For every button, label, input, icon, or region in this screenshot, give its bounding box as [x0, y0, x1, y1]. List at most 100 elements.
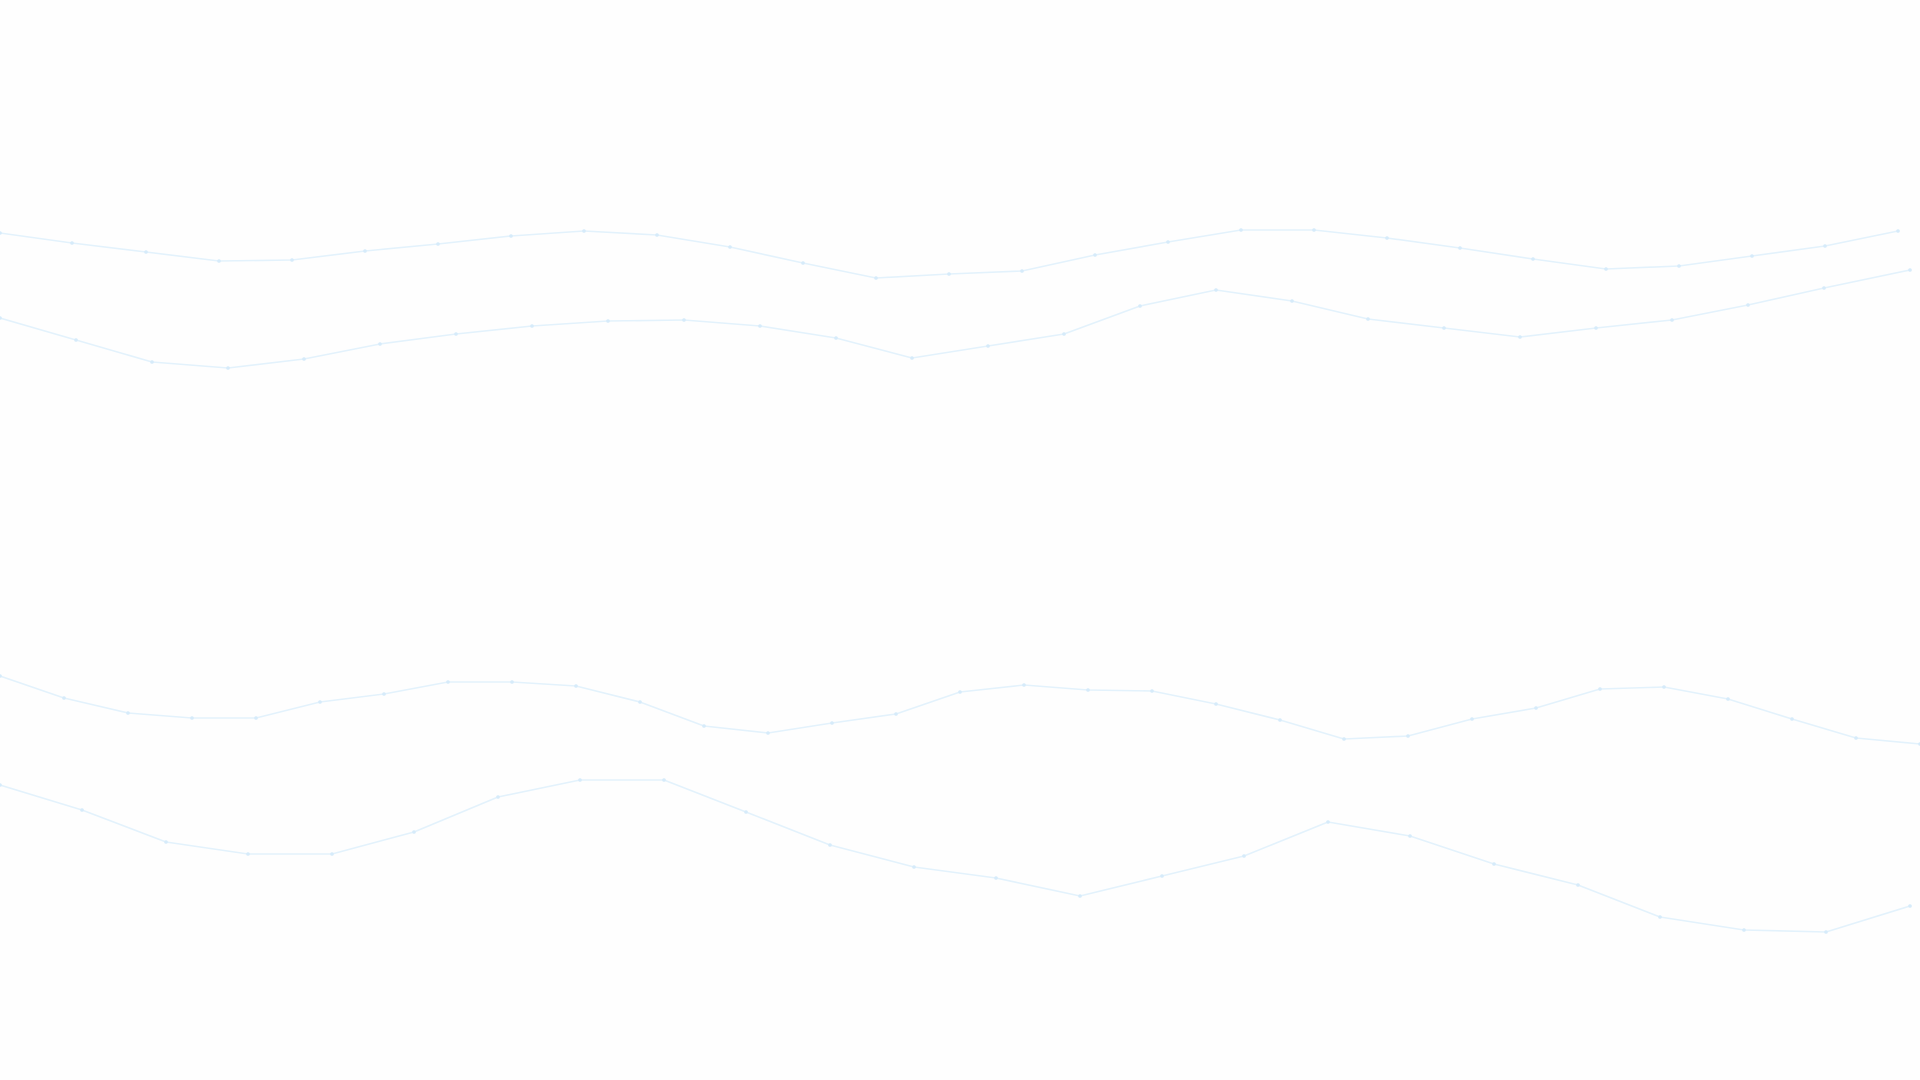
wave-node — [74, 338, 78, 342]
wave-node — [947, 272, 951, 276]
wave-node — [144, 250, 148, 254]
wave-node — [378, 342, 382, 346]
wave-node — [1022, 683, 1026, 687]
wave-node — [446, 680, 450, 684]
wave-node — [758, 324, 762, 328]
wave-node — [246, 852, 250, 856]
wave-node — [254, 716, 258, 720]
wave-node — [1824, 930, 1828, 934]
wave-node — [1790, 717, 1794, 721]
wave-node — [1822, 286, 1826, 290]
wave-node — [958, 690, 962, 694]
wave-node — [1742, 928, 1746, 932]
wave-node — [217, 259, 221, 263]
wave-node — [1576, 883, 1580, 887]
wave-node — [655, 233, 659, 237]
wave-line-2 — [0, 269, 1911, 369]
wave-node — [606, 319, 610, 323]
wave-node — [382, 692, 386, 696]
wave-node — [412, 830, 416, 834]
wave-node — [302, 357, 306, 361]
wave-node — [1214, 702, 1218, 706]
wave-node — [80, 808, 84, 812]
wave-node — [1531, 257, 1535, 261]
wave-node — [1746, 303, 1750, 307]
wave-node — [994, 876, 998, 880]
wave-node — [1312, 228, 1316, 232]
wave-node — [1138, 304, 1142, 308]
wave-node — [1062, 332, 1066, 336]
wave-node — [582, 229, 586, 233]
wave-node — [164, 840, 168, 844]
wave-node — [1662, 685, 1666, 689]
wave-node — [1239, 228, 1243, 232]
wave-node — [1086, 688, 1090, 692]
wave-node — [1908, 268, 1912, 272]
wave-node — [1908, 904, 1912, 908]
wave-node — [574, 684, 578, 688]
wave-node — [830, 721, 834, 725]
wave-node — [496, 795, 500, 799]
wave-node — [910, 356, 914, 360]
wave-node — [1408, 834, 1412, 838]
wave-node — [662, 778, 666, 782]
wave-node — [578, 778, 582, 782]
wave-line-1 — [0, 229, 1899, 279]
wave-node — [436, 242, 440, 246]
wave-line-4 — [0, 779, 1911, 933]
wave-node — [509, 234, 513, 238]
wave-node — [70, 241, 74, 245]
wave-node — [363, 249, 367, 253]
wave-node — [1458, 246, 1462, 250]
wave-line-3 — [0, 675, 1920, 745]
wave-node — [912, 865, 916, 869]
wave-node — [1677, 264, 1681, 268]
wave-node — [1896, 229, 1900, 233]
wave-node — [766, 731, 770, 735]
wave-node — [682, 318, 686, 322]
wave-node — [510, 680, 514, 684]
wave-node — [1598, 687, 1602, 691]
wave-node — [1492, 862, 1496, 866]
wave-node — [0, 674, 2, 678]
wave-node — [126, 711, 130, 715]
wave-node — [1470, 717, 1474, 721]
wave-node — [150, 360, 154, 364]
wave-node — [226, 366, 230, 370]
wave-node — [1214, 288, 1218, 292]
wave-node — [986, 344, 990, 348]
wave-node — [1160, 874, 1164, 878]
wave-node — [834, 336, 838, 340]
wave-node — [1290, 299, 1294, 303]
wave-node — [1534, 706, 1538, 710]
wave-node — [728, 245, 732, 249]
wave-node — [1166, 240, 1170, 244]
wave-node — [530, 324, 534, 328]
wave-node — [1442, 326, 1446, 330]
wave-node — [1093, 253, 1097, 257]
wave-node — [1366, 317, 1370, 321]
wave-node — [1604, 267, 1608, 271]
wave-node — [1278, 718, 1282, 722]
wave-node — [454, 332, 458, 336]
wave-node — [828, 843, 832, 847]
wave-node — [0, 783, 2, 787]
wave-node — [62, 696, 66, 700]
wave-node — [330, 852, 334, 856]
wave-node — [290, 258, 294, 262]
wave-node — [0, 231, 2, 235]
wave-node — [1020, 269, 1024, 273]
wave-node — [1854, 736, 1858, 740]
wave-node — [1823, 244, 1827, 248]
wave-node — [1385, 236, 1389, 240]
wave-node — [801, 261, 805, 265]
wave-node — [1658, 915, 1662, 919]
wave-node — [1518, 335, 1522, 339]
wave-node — [744, 810, 748, 814]
wave-node — [0, 316, 2, 320]
wave-node — [1406, 734, 1410, 738]
wave-node — [702, 724, 706, 728]
wave-node — [1594, 326, 1598, 330]
wave-node — [874, 276, 878, 280]
